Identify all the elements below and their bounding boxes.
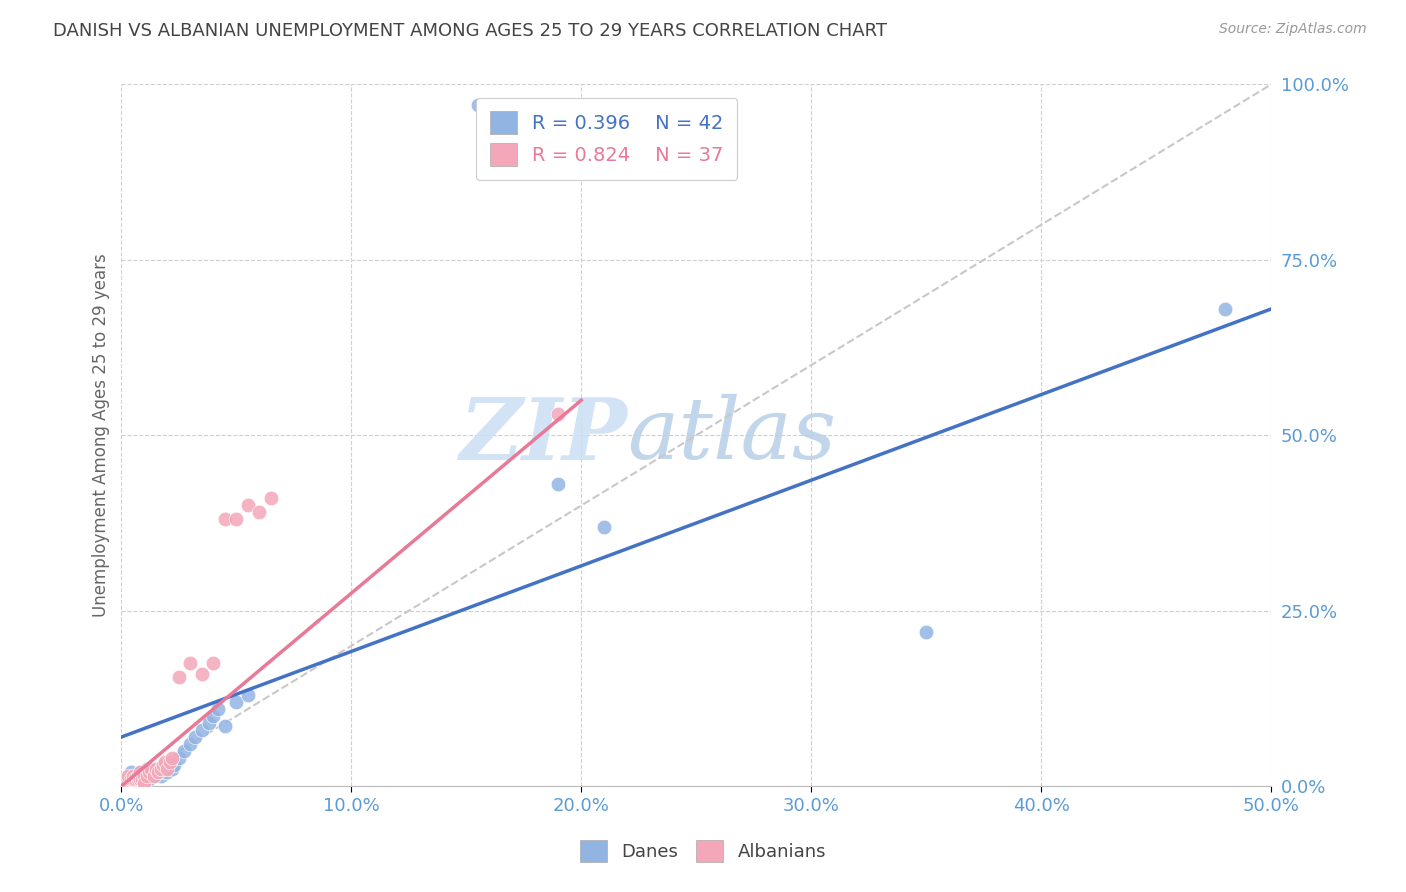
Point bbox=[124, 772, 146, 786]
Point bbox=[128, 772, 150, 786]
Point bbox=[127, 769, 149, 783]
Point bbox=[134, 769, 156, 783]
Text: atlas: atlas bbox=[627, 394, 837, 476]
Point bbox=[127, 769, 149, 783]
Point bbox=[547, 98, 569, 112]
Point bbox=[148, 765, 170, 780]
Point bbox=[142, 769, 165, 783]
Point bbox=[148, 762, 170, 776]
Point bbox=[225, 695, 247, 709]
Point bbox=[141, 762, 163, 776]
Point bbox=[145, 765, 167, 780]
Point bbox=[1213, 301, 1236, 316]
Point bbox=[167, 751, 190, 765]
Point bbox=[120, 765, 142, 780]
Point bbox=[127, 775, 149, 789]
Point bbox=[202, 657, 225, 671]
Point bbox=[145, 762, 167, 776]
Point bbox=[160, 751, 183, 765]
Point bbox=[156, 765, 179, 780]
Point bbox=[152, 765, 174, 780]
Point bbox=[163, 758, 186, 772]
Y-axis label: Unemployment Among Ages 25 to 29 years: Unemployment Among Ages 25 to 29 years bbox=[93, 253, 110, 617]
Point bbox=[141, 765, 163, 780]
Point bbox=[153, 762, 176, 776]
Point bbox=[127, 772, 149, 786]
Point bbox=[915, 624, 938, 639]
Point bbox=[191, 666, 214, 681]
Point bbox=[115, 775, 138, 789]
Point bbox=[135, 762, 157, 776]
Point bbox=[247, 506, 270, 520]
Point bbox=[467, 98, 489, 112]
Legend: R = 0.396    N = 42, R = 0.824    N = 37: R = 0.396 N = 42, R = 0.824 N = 37 bbox=[477, 97, 737, 179]
Point bbox=[547, 407, 569, 421]
Point bbox=[207, 702, 229, 716]
Point bbox=[134, 765, 156, 780]
Text: DANISH VS ALBANIAN UNEMPLOYMENT AMONG AGES 25 TO 29 YEARS CORRELATION CHART: DANISH VS ALBANIAN UNEMPLOYMENT AMONG AG… bbox=[53, 22, 887, 40]
Legend: Danes, Albanians: Danes, Albanians bbox=[572, 833, 834, 870]
Point bbox=[135, 769, 157, 783]
Point bbox=[173, 744, 195, 758]
Point bbox=[122, 769, 145, 783]
Point bbox=[117, 772, 139, 786]
Point bbox=[134, 772, 156, 786]
Point bbox=[191, 723, 214, 737]
Point bbox=[131, 772, 153, 786]
Point bbox=[134, 775, 156, 789]
Point bbox=[236, 688, 259, 702]
Point bbox=[214, 719, 236, 733]
Point bbox=[122, 772, 145, 786]
Text: Source: ZipAtlas.com: Source: ZipAtlas.com bbox=[1219, 22, 1367, 37]
Point bbox=[128, 765, 150, 780]
Point bbox=[149, 769, 172, 783]
Point bbox=[131, 772, 153, 786]
Point bbox=[122, 772, 145, 786]
Text: ZIP: ZIP bbox=[460, 393, 627, 477]
Point bbox=[225, 512, 247, 526]
Point bbox=[202, 709, 225, 723]
Point bbox=[593, 519, 616, 533]
Point bbox=[260, 491, 283, 506]
Point bbox=[138, 762, 160, 776]
Point bbox=[135, 769, 157, 783]
Point bbox=[184, 730, 207, 744]
Point bbox=[547, 477, 569, 491]
Point bbox=[159, 758, 181, 772]
Point bbox=[179, 737, 201, 751]
Point bbox=[152, 758, 174, 772]
Point bbox=[117, 772, 139, 786]
Point bbox=[160, 762, 183, 776]
Point bbox=[167, 670, 190, 684]
Point bbox=[120, 772, 142, 786]
Point bbox=[138, 765, 160, 780]
Point bbox=[153, 755, 176, 769]
Point bbox=[138, 772, 160, 786]
Point bbox=[198, 716, 221, 731]
Point bbox=[236, 499, 259, 513]
Point bbox=[117, 769, 139, 783]
Point bbox=[112, 772, 135, 786]
Point bbox=[128, 765, 150, 780]
Point bbox=[128, 772, 150, 786]
Point bbox=[124, 772, 146, 786]
Point bbox=[156, 762, 179, 776]
Point bbox=[214, 512, 236, 526]
Point bbox=[131, 769, 153, 783]
Point bbox=[142, 769, 165, 783]
Point bbox=[159, 755, 181, 769]
Point bbox=[149, 762, 172, 776]
Point bbox=[179, 657, 201, 671]
